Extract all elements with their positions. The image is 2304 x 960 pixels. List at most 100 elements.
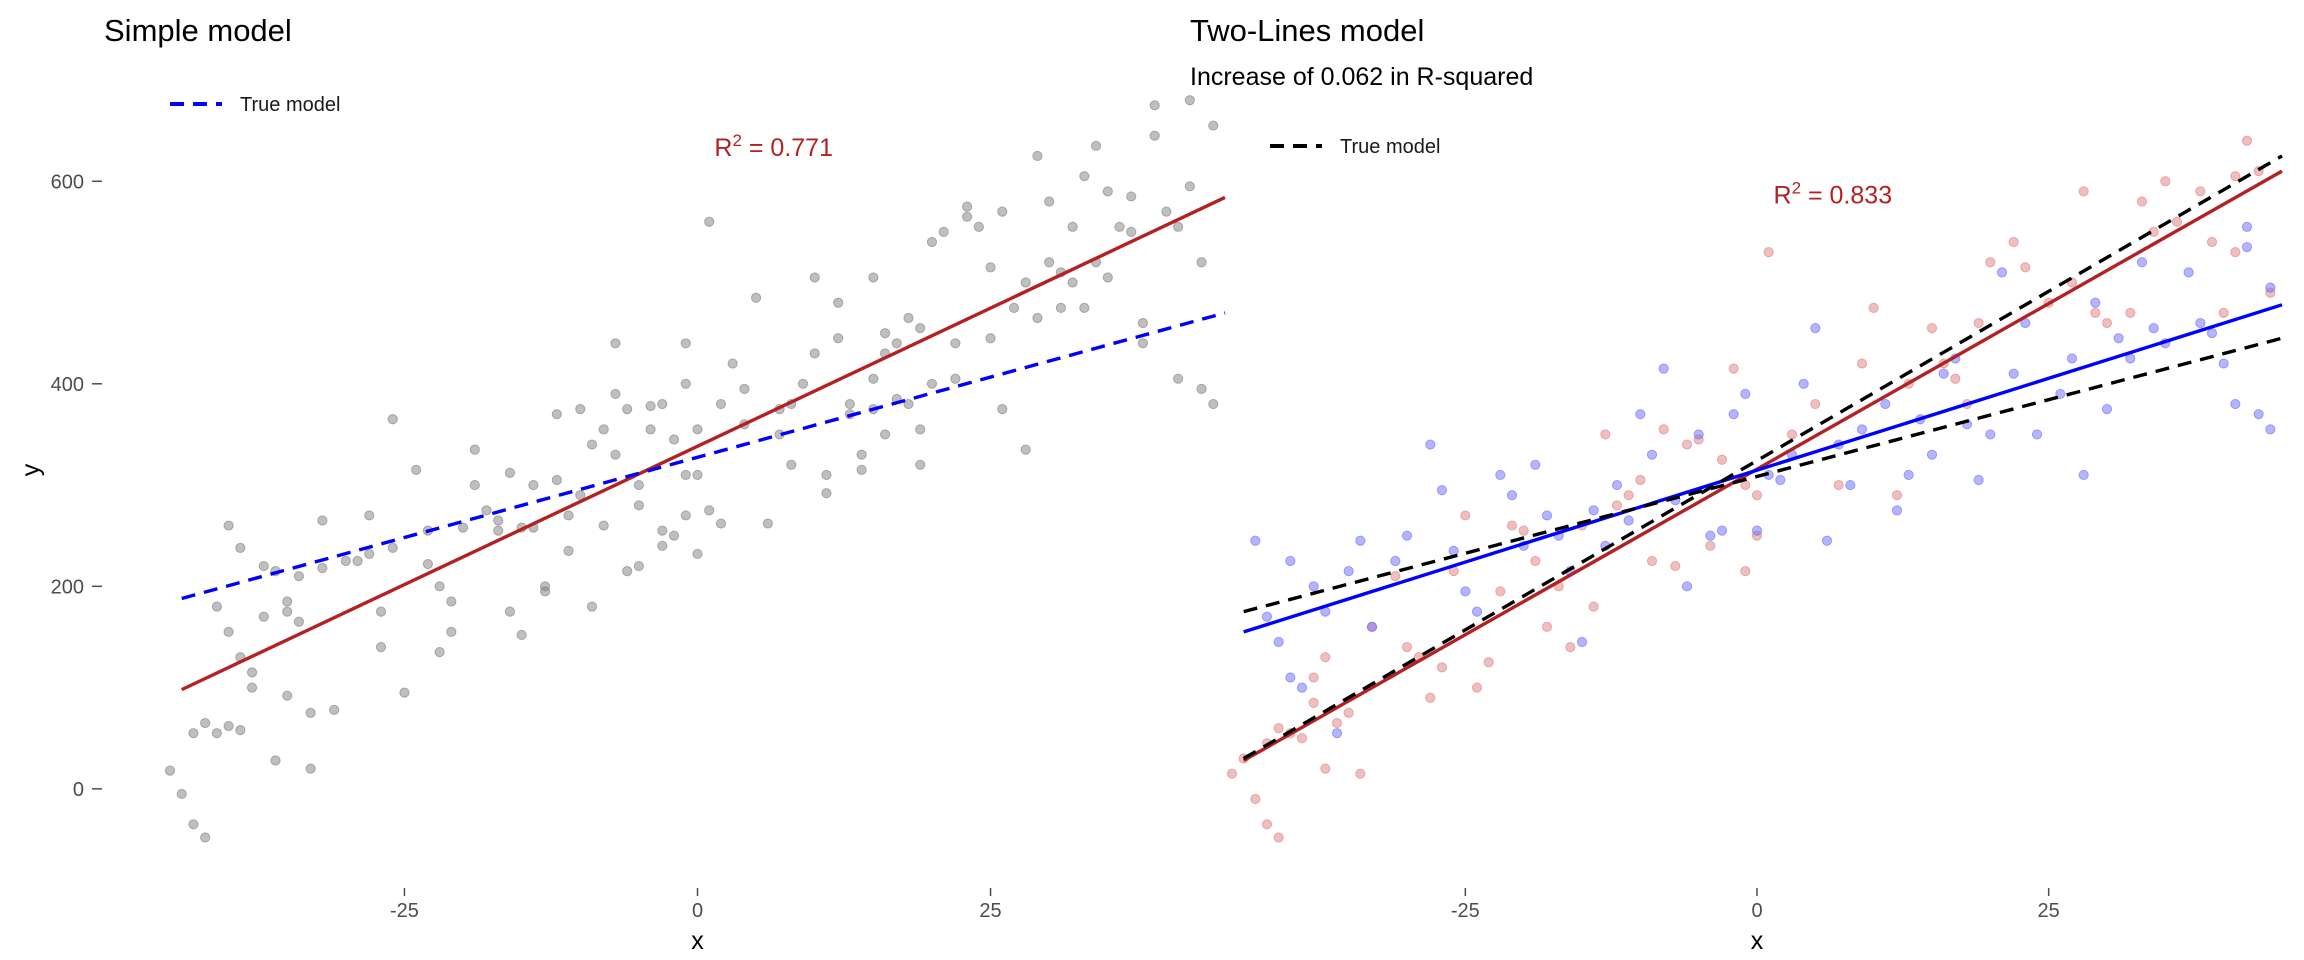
r-squared-superscript: 2: [1792, 179, 1801, 198]
data-point-series-1: [1600, 429, 1611, 440]
r-squared-value: = 0.771: [742, 134, 833, 162]
data-point: [598, 424, 609, 435]
data-point-series-1: [2218, 307, 2229, 319]
data-point-series-2: [1751, 525, 1763, 536]
data-point-series-2: [1880, 398, 1891, 410]
data-point-series-1: [1728, 363, 1739, 374]
data-point: [375, 606, 387, 617]
data-point: [387, 542, 398, 553]
data-point: [258, 560, 269, 572]
data-point: [856, 449, 867, 460]
fitted-line-0: [1242, 169, 2283, 762]
data-point: [938, 226, 949, 237]
data-point: [997, 206, 1008, 217]
data-point: [1184, 95, 1195, 106]
data-point: [446, 626, 457, 637]
data-point: [657, 525, 668, 536]
data-point: [879, 429, 891, 440]
data-point-series-2: [1471, 606, 1483, 617]
data-point-series-1: [2195, 186, 2206, 197]
data-point: [1208, 398, 1219, 410]
data-point-series-1: [1495, 586, 1506, 597]
data-point: [1149, 100, 1160, 111]
data-point-series-2: [1681, 581, 1693, 592]
true-model-line-2: [1242, 154, 2283, 760]
data-point-series-1: [1588, 601, 1599, 612]
data-point: [1079, 302, 1090, 313]
data-point: [211, 601, 222, 612]
data-point-series-2: [1355, 535, 1366, 546]
data-point-series-2: [1903, 469, 1914, 481]
x-tick-label: 25: [979, 900, 1001, 922]
data-point-series-1: [1530, 555, 1541, 567]
data-point-series-1: [1518, 525, 1529, 536]
data-point: [704, 505, 715, 516]
data-point: [645, 400, 656, 412]
data-point: [493, 515, 504, 526]
data-point: [1044, 257, 1055, 268]
data-point-series-2: [2031, 429, 2043, 440]
data-point: [293, 571, 305, 582]
data-point: [610, 388, 621, 400]
data-point-series-2: [2090, 297, 2101, 308]
data-point: [563, 510, 574, 521]
data-point: [622, 566, 633, 577]
data-point: [434, 647, 445, 658]
data-point: [457, 522, 469, 533]
data-point-series-1: [2171, 216, 2183, 227]
data-point: [985, 333, 996, 344]
data-point-series-1: [1226, 768, 1238, 779]
data-point: [1008, 302, 1020, 313]
data-point-series-2: [2113, 333, 2124, 344]
data-point: [1067, 277, 1078, 288]
data-point: [282, 606, 293, 617]
data-point: [200, 717, 211, 729]
data-point-series-2: [1425, 439, 1436, 450]
data-point-series-1: [1716, 454, 1728, 465]
data-point: [680, 469, 691, 481]
data-point: [586, 439, 598, 450]
data-point-series-1: [1343, 707, 1354, 719]
data-point: [680, 338, 691, 349]
data-point: [481, 505, 492, 516]
data-point-series-1: [1740, 566, 1751, 577]
data-point-series-1: [1950, 373, 1961, 384]
data-point-series-2: [1891, 505, 1903, 516]
data-point: [821, 488, 832, 499]
data-point-series-1: [2230, 171, 2241, 182]
data-point: [1102, 272, 1113, 283]
data-point-series-1: [2078, 186, 2089, 197]
data-point-series-2: [1716, 525, 1728, 536]
data-point: [211, 728, 222, 739]
data-point-series-1: [2008, 236, 2019, 248]
r-squared-base: R: [1774, 182, 1792, 210]
data-point: [270, 755, 281, 766]
data-point-series-1: [1471, 682, 1483, 693]
data-point: [188, 728, 199, 739]
data-point-series-2: [1658, 363, 1669, 374]
data-point: [387, 414, 398, 425]
data-point-series-1: [1973, 317, 1984, 329]
data-point: [903, 312, 914, 324]
data-point-series-1: [2020, 262, 2031, 273]
data-point-series-2: [2230, 398, 2241, 410]
data-point-series-2: [1285, 555, 1296, 567]
data-point-series-2: [2078, 469, 2089, 481]
data-point-series-2: [1588, 505, 1599, 516]
data-point-series-2: [1285, 672, 1296, 683]
y-tick-label: 400: [51, 374, 84, 396]
true-model-line-3: [1243, 336, 2283, 614]
data-point: [692, 548, 703, 560]
data-point: [586, 601, 598, 612]
data-point-series-1: [1436, 662, 1448, 673]
data-point: [915, 424, 926, 435]
data-point: [1055, 302, 1066, 313]
data-point: [891, 338, 902, 349]
data-point-series-2: [1273, 636, 1284, 648]
data-point: [575, 404, 586, 415]
data-point: [504, 606, 516, 617]
legend-label-0: True model: [240, 94, 340, 116]
data-point: [1137, 338, 1149, 349]
data-point: [821, 469, 832, 481]
data-point-series-2: [1728, 409, 1739, 420]
